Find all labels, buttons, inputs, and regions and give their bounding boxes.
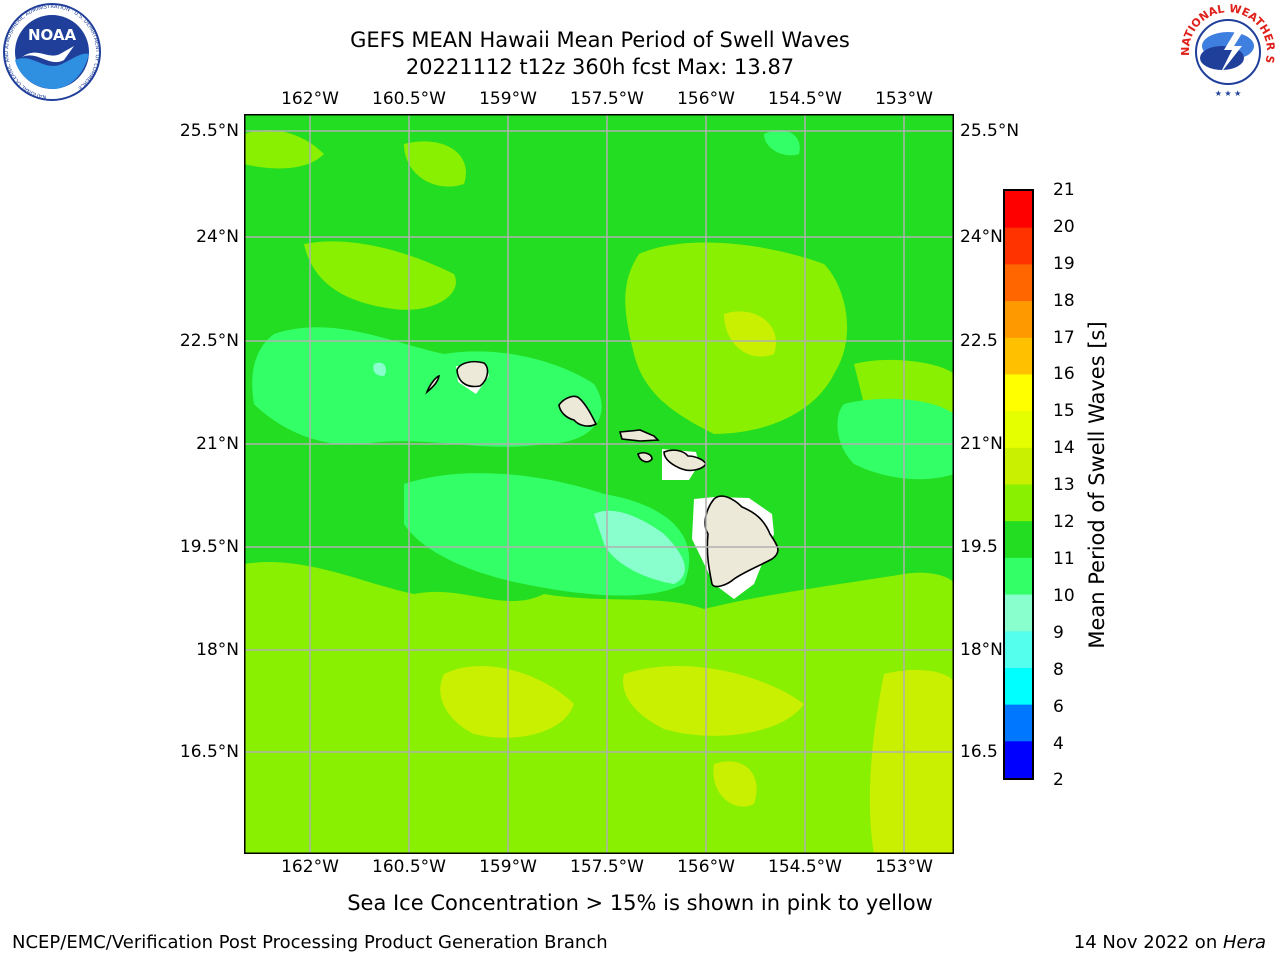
colorbar-tick: 17 [1053,328,1075,348]
map-gridlines [244,114,954,854]
colorbar-segments [1005,191,1032,778]
colorbar-tick: 9 [1053,623,1064,643]
colorbar-tick: 21 [1053,180,1075,200]
colorbar-tick: 2 [1053,770,1064,790]
colorbar-tick: 20 [1053,217,1075,237]
lat-tick-left: 21°N [196,434,239,454]
period-10-11-zones [252,130,954,596]
lon-tick-bottom: 156°W [677,857,735,877]
lat-tick-right: 16.5 [960,742,998,762]
colorbar-tick: 19 [1053,254,1075,274]
lon-tick-bottom: 154.5°W [768,857,842,877]
lat-tick-right: 22.5 [960,331,998,351]
colorbar-tick: 15 [1053,401,1075,421]
lon-tick-bottom: 160.5°W [372,857,446,877]
nws-logo-icon: NATIONAL WEATHER SERVICE ★ ★ ★ [1174,0,1277,100]
lat-tick-right: 18°N [960,640,1003,660]
lon-tick-bottom: 153°W [875,857,933,877]
lat-tick-left: 16.5°N [179,742,239,762]
colorbar [1003,189,1034,780]
colorbar-segment [1005,557,1032,596]
map-title-line-1: GEFS MEAN Hawaii Mean Period of Swell Wa… [350,28,850,52]
colorbar-segment [1005,227,1032,265]
colorbar-tick: 16 [1053,364,1075,384]
date-text: 14 Nov 2022 on [1073,932,1223,953]
lon-tick-bottom: 159°W [479,857,537,877]
colorbar-tick: 6 [1053,697,1064,717]
island-oahu [558,395,598,427]
lat-tick-right: 19.5 [960,537,998,557]
lon-tick-top: 153°W [875,89,933,109]
map-panel [244,114,954,854]
colorbar-segment [1005,374,1032,412]
lat-tick-left: 22.5°N [179,331,239,351]
hawaiian-islands [425,360,779,588]
colorbar-segment [1005,594,1032,632]
lat-tick-left: 19.5°N [179,537,239,557]
colorbar-tick: 11 [1053,549,1075,569]
lon-tick-top: 160.5°W [372,89,446,109]
lat-tick-right: 21°N [960,434,1003,454]
star-icon: ★ ★ ★ [1215,89,1242,98]
map-title-line-2: 20221112 t12z 360h fcst Max: 13.87 [405,55,795,79]
island-molokai [618,429,660,442]
lat-tick-left: 25.5°N [179,121,239,141]
colorbar-tick: 4 [1053,734,1064,754]
island-big-island [704,495,779,588]
lat-tick-left: 18°N [196,640,239,660]
colorbar-tick: 13 [1053,475,1075,495]
island-kauai [456,360,489,388]
noaa-logo: NOAA NATIONAL OCEANIC AND ATMOSPHERIC AD… [2,2,102,102]
lat-tick-right: 25.5°N [960,121,1020,141]
sea-ice-note: Sea Ice Concentration > 15% is shown in … [347,891,933,915]
colorbar-segment [1005,191,1032,229]
colorbar-segment [1005,704,1032,742]
lat-tick-right: 24°N [960,227,1003,247]
colorbar-segment [1005,484,1032,522]
period-13-14-zones [440,311,954,854]
colorbar-segment [1005,411,1032,449]
colorbar-segment [1005,667,1032,706]
colorbar-segment [1005,631,1032,669]
lat-tick-left: 24°N [196,227,239,247]
colorbar-segment [1005,447,1032,485]
island-lanai [637,452,653,463]
lon-tick-bottom: 162°W [281,857,339,877]
lon-tick-bottom: 157.5°W [570,857,644,877]
lon-tick-top: 157.5°W [570,89,644,109]
branch-credit: NCEP/EMC/Verification Post Processing Pr… [12,932,608,953]
colorbar-segment [1005,741,1032,778]
noaa-logo-text: NOAA [28,26,77,44]
noaa-logo-icon: NOAA NATIONAL OCEANIC AND ATMOSPHERIC AD… [3,3,101,101]
map-frame [244,114,954,854]
colorbar-tick: 8 [1053,660,1064,680]
colorbar-label: Mean Period of Swell Waves [s] [1085,321,1109,649]
colorbar-segment [1005,337,1032,375]
colorbar-segment [1005,264,1032,302]
date-stamp: 14 Nov 2022 on Hera [1074,932,1266,953]
colorbar-tick: 10 [1053,586,1075,606]
lon-tick-top: 162°W [281,89,339,109]
host-name: Hera [1222,932,1266,953]
island-niihau [425,374,441,395]
colorbar-segment [1005,521,1032,559]
swell-period-field [244,114,954,854]
colorbar-tick: 18 [1053,291,1075,311]
nws-logo: NATIONAL WEATHER SERVICE ★ ★ ★ [1174,0,1278,102]
colorbar-segment [1005,301,1032,339]
lon-tick-top: 156°W [677,89,735,109]
lon-tick-top: 159°W [479,89,537,109]
colorbar-tick: 12 [1053,512,1075,532]
colorbar-tick: 14 [1053,438,1075,458]
lon-tick-top: 154.5°W [768,89,842,109]
